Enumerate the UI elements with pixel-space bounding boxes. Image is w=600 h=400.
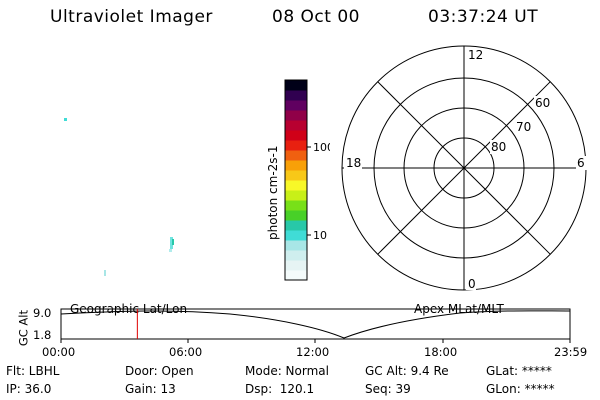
door-readout: Door: Open (125, 364, 194, 378)
polar-grid: 12 18 6 0 60 70 80 (341, 45, 588, 291)
mode-readout: Mode: Normal (245, 364, 329, 378)
color-scale-tick-100: 100 (313, 141, 330, 154)
color-scale-cell (285, 80, 307, 91)
color-scale-cell (285, 170, 307, 181)
instrument-title: Ultraviolet Imager (50, 7, 213, 27)
color-scale-cells (285, 80, 307, 281)
color-scale-cell (285, 180, 307, 191)
speck (64, 118, 67, 121)
x-tick-0000: 00:00 (42, 345, 76, 359)
color-scale-cell (285, 130, 307, 141)
lat-label-80: 80 (491, 140, 506, 154)
geographic-specks (64, 118, 174, 276)
altitude-curve (60, 310, 571, 339)
speck (104, 270, 106, 276)
x-tick-0600: 06:00 (169, 345, 203, 359)
dsp-readout: Dsp: 120.1 (245, 382, 315, 396)
mlt-label-18: 18 (346, 156, 361, 170)
color-scale: 100 10 photon cm-2s-1 (266, 79, 330, 281)
lat-label-60: 60 (535, 96, 550, 110)
speck (169, 249, 172, 252)
color-scale-label: photon cm-2s-1 (266, 146, 280, 241)
polar-diagonal (377, 81, 551, 255)
speck (170, 237, 173, 249)
color-scale-frame (284, 79, 308, 281)
color-scale-cell (285, 250, 307, 261)
x-tick-1800: 18:00 (424, 345, 458, 359)
color-scale-cell (285, 210, 307, 221)
mlt-label-12: 12 (468, 48, 483, 62)
color-scale-cell (285, 230, 307, 241)
seq-readout: Seq: 39 (365, 382, 411, 396)
color-scale-cell (285, 120, 307, 131)
image-time: 03:37:24 UT (428, 7, 539, 27)
filter-readout: Flt: LBHL (6, 364, 60, 378)
y-tick-9: 9.0 (33, 306, 51, 320)
color-scale-cell (285, 270, 307, 281)
x-tick-1200: 12:00 (296, 345, 330, 359)
y-tick-1-8: 1.8 (33, 328, 51, 342)
ip-readout: IP: 36.0 (6, 382, 52, 396)
color-scale-cell (285, 240, 307, 251)
geographic-image-panel (0, 40, 270, 290)
color-scale-cell (285, 220, 307, 231)
lat-label-70: 70 (516, 120, 531, 134)
color-scale-cell (285, 160, 307, 171)
mlt-label-0: 0 (468, 277, 476, 291)
color-scale-cell (285, 100, 307, 111)
x-tick-2359: 23:59 (554, 345, 588, 359)
color-scale-cell (285, 140, 307, 151)
color-scale-cell (285, 260, 307, 271)
altitude-timeline: Geographic Lat/Lon Apex MLat/MLT GC Alt … (17, 302, 571, 347)
color-scale-cell (285, 200, 307, 211)
mlt-label-6: 6 (577, 156, 585, 170)
gc-alt-readout: GC Alt: 9.4 Re (365, 364, 449, 378)
image-date: 08 Oct 00 (272, 7, 360, 27)
speck (172, 239, 174, 245)
color-scale-tick-10: 10 (313, 229, 327, 242)
color-scale-cell (285, 190, 307, 201)
gain-readout: Gain: 13 (125, 382, 176, 396)
glat-readout: GLat: ***** (486, 364, 552, 378)
glon-readout: GLon: ***** (486, 382, 555, 396)
timeline-axis-title: GC Alt (17, 310, 31, 347)
color-scale-cell (285, 90, 307, 101)
color-scale-cell (285, 110, 307, 121)
color-scale-cell (285, 150, 307, 161)
